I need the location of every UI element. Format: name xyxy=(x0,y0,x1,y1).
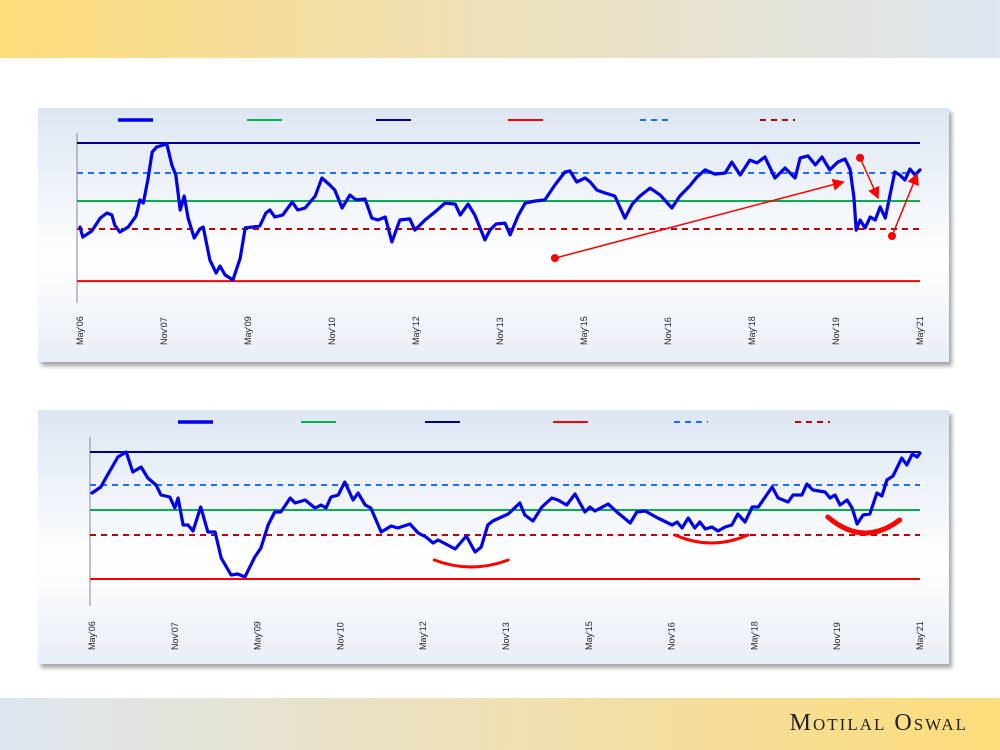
x-tick-label: Nov'10 xyxy=(335,622,345,650)
footer-band: Motilal Oswal xyxy=(0,698,1000,750)
annotation-arc xyxy=(825,514,903,536)
annotation-arrow xyxy=(891,172,919,237)
chart-top: May'06 Nov'07 May'09 Nov'10 May'12 Nov'13 May'… xyxy=(75,118,925,345)
series-line xyxy=(90,450,922,579)
x-tick-label: Nov'19 xyxy=(832,622,842,650)
x-tick-label: May'12 xyxy=(418,621,428,650)
annotation-arc xyxy=(673,533,750,545)
annotation-arc xyxy=(432,558,510,569)
x-tick-label: May'21 xyxy=(915,621,925,650)
x-tick-label: Nov'13 xyxy=(501,622,511,650)
x-tick-label: Nov'10 xyxy=(327,317,337,345)
annotation-arrow xyxy=(859,157,880,200)
x-tick-label: Nov'19 xyxy=(831,317,841,345)
chart-panel-top: May'06 Nov'07 May'09 Nov'10 May'12 Nov'13 May'… xyxy=(38,108,949,362)
x-tick-label: Nov'16 xyxy=(667,622,677,650)
x-tick-label: May'12 xyxy=(411,316,421,345)
x-tick-label: May'06 xyxy=(87,621,97,650)
x-tick-label: Nov'16 xyxy=(663,317,673,345)
x-tick-label: May'21 xyxy=(915,316,925,345)
x-tick-label: May'09 xyxy=(243,316,253,345)
x-tick-label: May'06 xyxy=(75,316,85,345)
x-tick-label: May'15 xyxy=(579,316,589,345)
series-line xyxy=(78,142,922,282)
annotation-arrow xyxy=(554,178,845,259)
x-tick-label: May'18 xyxy=(747,316,757,345)
x-tick-label: May'18 xyxy=(749,621,759,650)
chart-panel-bottom: May'06 Nov'07 May'09 Nov'10 May'12 Nov'13 May'… xyxy=(38,410,949,664)
x-tick-label: Nov'07 xyxy=(170,622,180,650)
header-band xyxy=(0,0,1000,58)
x-tick-label: May'15 xyxy=(584,621,594,650)
x-tick-label: Nov'13 xyxy=(495,317,505,345)
x-tick-label: May'09 xyxy=(253,621,263,650)
annotation-dot xyxy=(888,232,896,240)
chart-bottom: May'06 Nov'07 May'09 Nov'10 May'12 Nov'13 May'… xyxy=(87,420,925,650)
brand-logo: Motilal Oswal xyxy=(789,710,968,736)
x-tick-label: Nov'07 xyxy=(159,317,169,345)
